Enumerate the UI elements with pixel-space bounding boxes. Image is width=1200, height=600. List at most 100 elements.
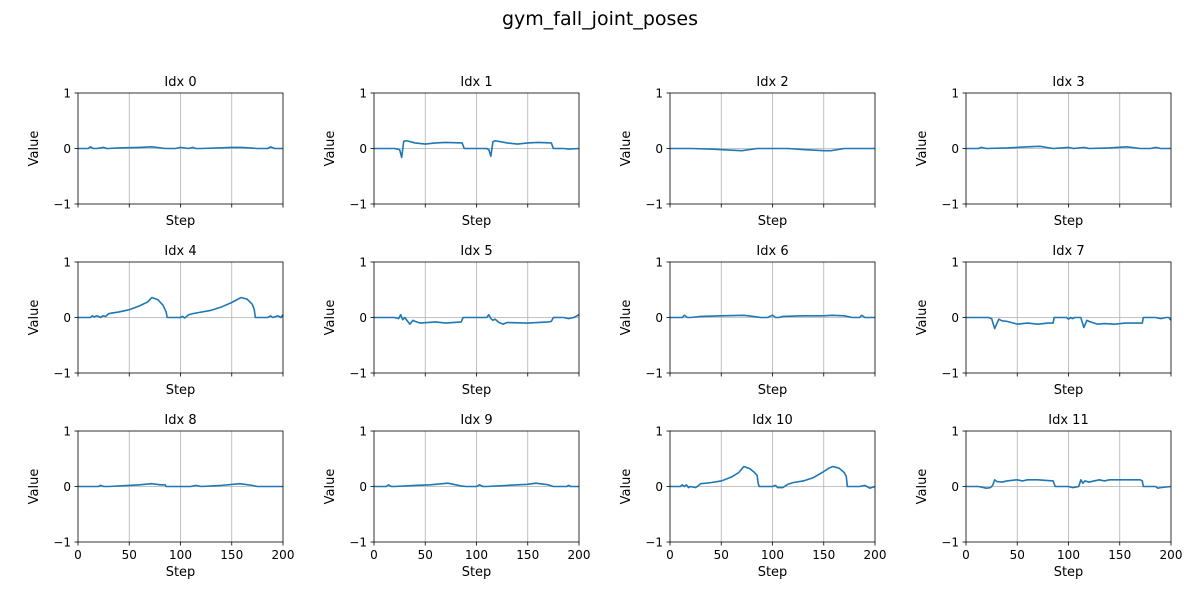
y-axis-label: Value <box>27 131 42 167</box>
y-tick-label: 1 <box>655 87 663 101</box>
subplot-0: −1 0 1 Idx 0 Step Value <box>27 75 284 229</box>
series-line <box>966 479 1172 489</box>
y-axis-label: Value <box>915 300 930 336</box>
y-axis-label: Value <box>619 300 634 336</box>
x-axis-label: Step <box>758 565 788 580</box>
series-line <box>670 314 875 319</box>
x-tick-label: 150 <box>516 548 539 562</box>
y-axis-label: Value <box>27 469 42 505</box>
y-tick-label: −1 <box>645 367 663 381</box>
y-axis-label: Value <box>915 469 930 505</box>
x-tick-label: 0 <box>370 548 378 562</box>
y-axis-label: Value <box>619 131 634 167</box>
y-tick-label: −1 <box>53 198 71 212</box>
y-axis-label: Value <box>619 469 634 505</box>
subplot-2: −1 0 1 Idx 2 Step Value <box>619 75 876 229</box>
figure-title: gym_fall_joint_poses <box>501 8 699 30</box>
x-tick-label: 150 <box>1108 548 1131 562</box>
y-tick-label: 0 <box>359 311 367 325</box>
x-tick-label: 200 <box>568 548 591 562</box>
y-tick-label: 0 <box>951 142 959 156</box>
y-tick-label: 1 <box>359 425 367 439</box>
y-tick-label: 1 <box>63 87 71 101</box>
y-axis-label: Value <box>27 300 42 336</box>
y-tick-label: 1 <box>359 87 367 101</box>
series-line <box>670 147 875 152</box>
subplot-title: Idx 5 <box>460 244 492 259</box>
subplot-5: −1 0 1 Idx 5 Step Value <box>323 244 580 398</box>
y-tick-label: 0 <box>63 311 71 325</box>
y-axis-label: Value <box>915 131 930 167</box>
y-tick-label: 0 <box>655 311 663 325</box>
y-axis-label: Value <box>323 300 338 336</box>
y-tick-label: 1 <box>655 425 663 439</box>
y-axis-label: Value <box>323 131 338 167</box>
subplot-title: Idx 1 <box>460 75 492 90</box>
series-line <box>78 482 283 488</box>
y-tick-label: 1 <box>63 425 71 439</box>
y-tick-label: 0 <box>951 480 959 494</box>
series-line <box>374 482 579 488</box>
x-tick-label: 50 <box>714 548 729 562</box>
y-tick-label: 0 <box>63 480 71 494</box>
series-line <box>966 145 1171 150</box>
subplot-title: Idx 7 <box>1052 244 1084 259</box>
y-tick-label: −1 <box>941 198 959 212</box>
y-tick-label: 1 <box>63 256 71 270</box>
x-axis-label: Step <box>166 383 196 398</box>
y-tick-label: −1 <box>349 536 367 550</box>
x-tick-label: 100 <box>169 548 192 562</box>
x-tick-label: 0 <box>666 548 674 562</box>
y-tick-label: −1 <box>941 536 959 550</box>
x-tick-label: 50 <box>418 548 433 562</box>
series-line <box>78 146 283 150</box>
y-tick-label: 0 <box>951 311 959 325</box>
y-tick-label: 1 <box>655 256 663 270</box>
x-tick-label: 200 <box>1160 548 1183 562</box>
x-tick-label: 200 <box>272 548 295 562</box>
x-tick-label: 150 <box>812 548 835 562</box>
y-tick-label: −1 <box>645 536 663 550</box>
x-axis-label: Step <box>462 214 492 229</box>
y-tick-label: 0 <box>359 142 367 156</box>
x-axis-label: Step <box>166 214 196 229</box>
series-line <box>374 139 580 159</box>
x-axis-label: Step <box>1054 383 1084 398</box>
subplot-title: Idx 4 <box>164 244 196 259</box>
subplot-title: Idx 8 <box>164 413 196 428</box>
y-tick-label: 0 <box>655 480 663 494</box>
y-tick-label: 1 <box>951 87 959 101</box>
subplot-title: Idx 0 <box>164 75 196 90</box>
y-tick-label: 0 <box>359 480 367 494</box>
x-axis-label: Step <box>1054 565 1084 580</box>
subplot-6: −1 0 1 Idx 6 Step Value <box>619 244 876 398</box>
series-line <box>374 313 580 325</box>
subplot-title: Idx 9 <box>460 413 492 428</box>
x-axis-label: Step <box>758 214 788 229</box>
series-line <box>78 296 284 319</box>
subplot-title: Idx 2 <box>756 75 788 90</box>
x-tick-label: 0 <box>74 548 82 562</box>
x-tick-label: 50 <box>1010 548 1025 562</box>
x-tick-label: 150 <box>220 548 243 562</box>
subplot-3: −1 0 1 Idx 3 Step Value <box>915 75 1172 229</box>
x-axis-label: Step <box>758 383 788 398</box>
y-tick-label: 1 <box>359 256 367 270</box>
x-tick-label: 0 <box>962 548 970 562</box>
subplot-title: Idx 3 <box>1052 75 1084 90</box>
y-tick-label: −1 <box>645 198 663 212</box>
series-line <box>670 465 876 489</box>
y-tick-label: −1 <box>53 536 71 550</box>
y-tick-label: −1 <box>349 367 367 381</box>
y-tick-label: −1 <box>53 367 71 381</box>
y-tick-label: 0 <box>655 142 663 156</box>
x-tick-label: 100 <box>465 548 488 562</box>
subplot-title: Idx 11 <box>1048 413 1088 428</box>
y-tick-label: 1 <box>951 425 959 439</box>
x-axis-label: Step <box>1054 214 1084 229</box>
y-tick-label: −1 <box>941 367 959 381</box>
x-tick-label: 200 <box>864 548 887 562</box>
